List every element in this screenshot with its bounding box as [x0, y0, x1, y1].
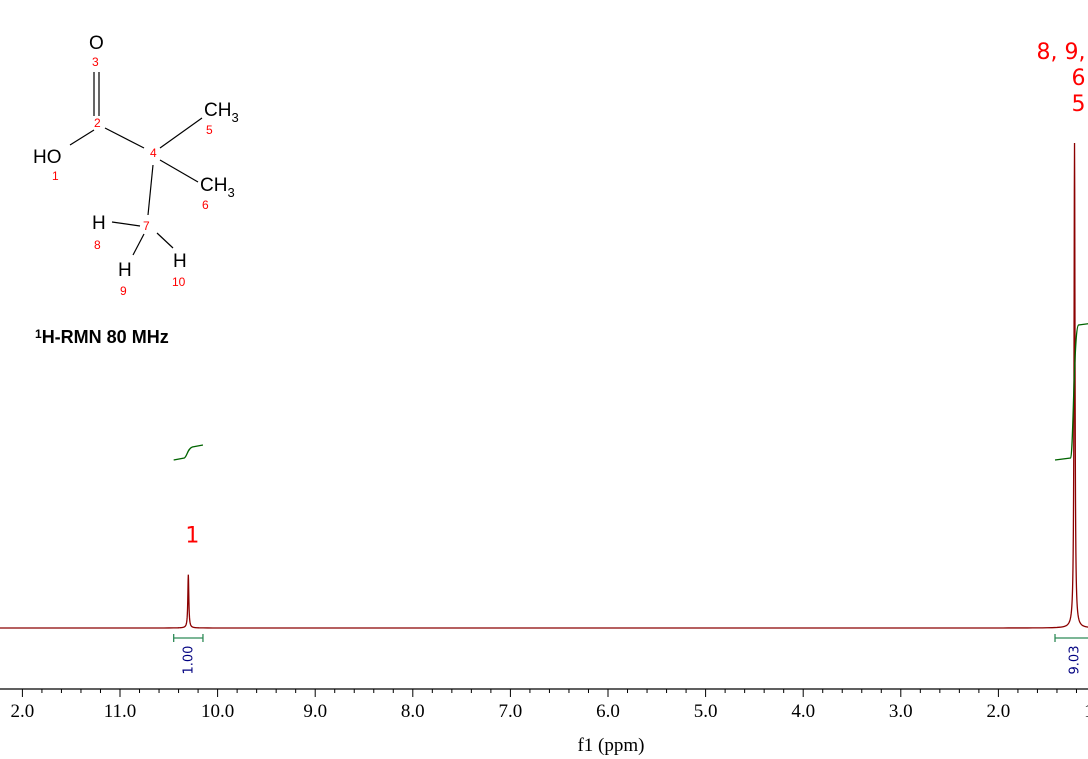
- peak-label-2-line-1: 8, 9, 10: [1037, 40, 1088, 65]
- integral-value-1: 1.00: [181, 646, 196, 675]
- title-isotope: 1: [35, 327, 42, 341]
- hydrogen-atom-8: H: [92, 213, 106, 234]
- hydrogen-atom-10: H: [173, 251, 187, 272]
- peak-label-1-line-1: 1: [185, 524, 199, 549]
- methyl-group-6: CH3: [200, 175, 235, 200]
- atom-number-1: 1: [52, 169, 59, 183]
- x-tick-label: 5.0: [694, 701, 718, 722]
- atom-number-7: 7: [143, 219, 150, 233]
- x-tick-label: 7.0: [499, 701, 523, 722]
- hydrogen-atom-9: H: [118, 260, 132, 281]
- integral-value-2: 9.03: [1068, 646, 1083, 675]
- atom-number-10: 10: [172, 275, 186, 289]
- x-tick-label: 10.0: [201, 701, 234, 722]
- x-tick-label: 9.0: [303, 701, 327, 722]
- x-tick-label: 11.0: [104, 701, 137, 722]
- title-text: H-RMN 80 MHz: [42, 327, 169, 347]
- atom-number-9: 9: [120, 284, 127, 298]
- x-tick-label: 2.0: [987, 701, 1011, 722]
- x-tick-label: 1.0: [1084, 701, 1088, 722]
- atom-number-4: 4: [150, 146, 157, 160]
- x-tick-label: 4.0: [791, 701, 815, 722]
- x-tick-label: 2.0: [11, 701, 35, 722]
- x-tick-label: 6.0: [596, 701, 620, 722]
- methyl-5-subscript: 3: [231, 110, 238, 125]
- oxygen-atom: O: [89, 33, 104, 54]
- molecule-structure: O 3 2 HO 1 4 CH3 5 CH3 6 7 H 8 H 9 H 10: [33, 33, 239, 298]
- atom-number-5: 5: [206, 123, 213, 137]
- atom-number-6: 6: [202, 198, 209, 212]
- methyl-group-5: CH3: [204, 100, 239, 125]
- peak-label-2-line-2: 6: [1072, 66, 1086, 91]
- methyl-6-symbol: CH: [200, 175, 227, 196]
- peak-label-2-line-3: 5: [1072, 92, 1086, 117]
- molecule-bonds: [69, 72, 203, 256]
- spectrum-trace: [0, 142, 1088, 629]
- hydroxyl-group: HO: [33, 147, 62, 168]
- x-tick-label: 3.0: [889, 701, 913, 722]
- spectrum-title: 1H-RMN 80 MHz: [35, 327, 169, 347]
- atom-number-2: 2: [94, 116, 101, 130]
- atom-number-3: 3: [92, 55, 99, 69]
- x-axis-title: f1 (ppm): [577, 735, 644, 756]
- atom-number-8: 8: [94, 238, 101, 252]
- integral-curve-2: [1054, 323, 1088, 461]
- methyl-5-symbol: CH: [204, 100, 231, 121]
- methyl-6-subscript: 3: [227, 185, 234, 200]
- x-tick-label: 8.0: [401, 701, 425, 722]
- integral-curve-1: [173, 444, 204, 461]
